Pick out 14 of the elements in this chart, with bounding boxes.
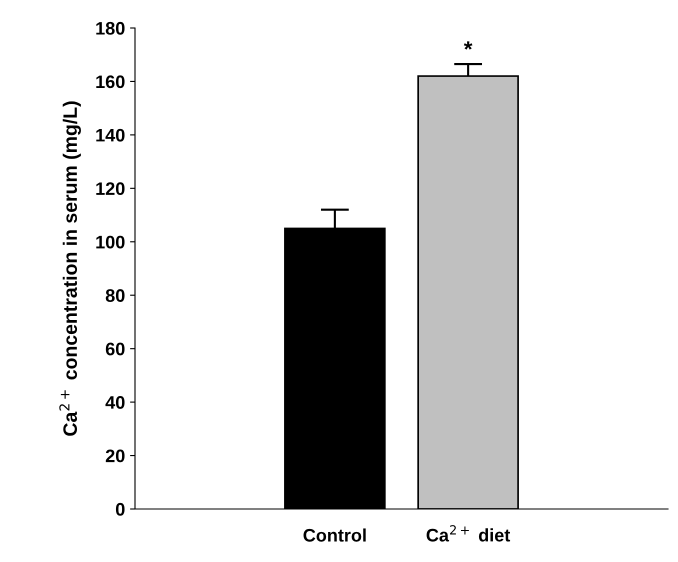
- x-tick-label: Ca$^{2+}$ diet: [426, 525, 510, 542]
- y-tick-label: 60: [106, 342, 125, 356]
- y-tick-label: 100: [96, 236, 125, 248]
- y-tick-label: 20: [106, 449, 125, 462]
- y-tick-label: 120: [96, 182, 125, 196]
- y-tick-label: 180: [96, 22, 125, 35]
- y-tick-label: 0: [116, 502, 125, 516]
- x-tick-label: Control: [304, 528, 366, 542]
- y-tick-label: 40: [105, 396, 125, 409]
- annotation: *: [464, 41, 472, 50]
- y-tick-label: 160: [96, 75, 125, 88]
- y-tick-label: 140: [96, 128, 125, 142]
- y-tick-label: 80: [106, 289, 125, 302]
- y-axis-title: Ca$^{2+}$ concentration in serum (mg/L): [59, 101, 81, 436]
